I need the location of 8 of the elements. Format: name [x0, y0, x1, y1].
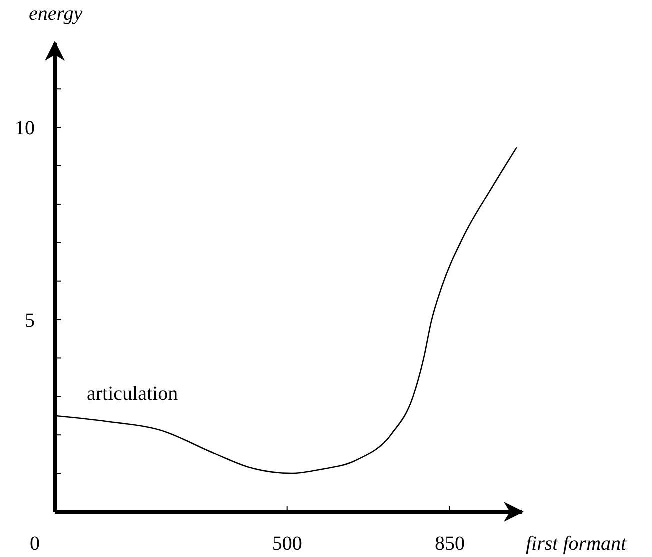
x-tick-label: 0 [30, 533, 40, 555]
x-axis-title: first formant [526, 533, 628, 555]
series-label: articulation [87, 382, 178, 405]
y-tick-label: 10 [15, 118, 35, 140]
x-tick-label: 850 [434, 533, 465, 555]
x-tick-label: 500 [272, 533, 302, 555]
y-tick-label: 5 [25, 310, 35, 332]
y-axis-title: energy [29, 3, 83, 25]
